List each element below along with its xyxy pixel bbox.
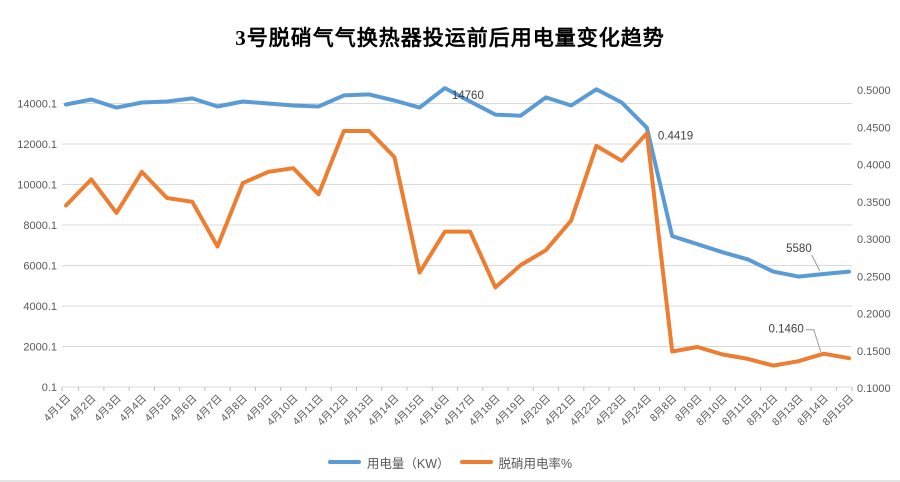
data-label: 0.1460 (769, 324, 804, 336)
x-axis-category-label: 4月4日 (117, 393, 149, 425)
left-axis-tick-label: 8000.1 (23, 220, 57, 232)
x-axis-labels: 4月1日4月2日4月3日4月4日4月5日4月6日4月7日4月8日4月9日4月10… (42, 393, 857, 429)
left-axis-tick-label: 10000.1 (17, 180, 57, 192)
left-axis: 14000.1 12000.1 10000.1 8000.1 6000.1 4000.1 2… (17, 99, 57, 395)
power-series-swatch-icon (327, 460, 361, 464)
left-axis-tick-label: 12000.1 (17, 139, 57, 151)
legend-item-power[interactable]: 用电量（KW） (327, 453, 450, 472)
x-axis-category-label: 4月8日 (218, 393, 250, 425)
data-label: 0.4419 (658, 130, 693, 142)
annotation-leader-line (811, 254, 821, 272)
left-axis-tick-label: 0.1 (42, 382, 57, 394)
left-axis-tick-label: 14000.1 (17, 99, 57, 111)
right-axis: 0.5000 0.4500 0.4000 0.3500 0.3000 0.2500 0.20… (857, 85, 891, 395)
data-label: 5580 (786, 243, 812, 255)
data-label: 14760 (452, 90, 484, 102)
x-axis-category-label: 4月3日 (92, 393, 124, 425)
x-axis-category-label: 4月2日 (67, 393, 99, 425)
right-axis-tick-label: 0.3500 (857, 197, 891, 209)
annotation-leader-line (805, 329, 822, 352)
right-axis-tick-label: 0.3000 (857, 234, 891, 246)
x-axis-category-label: 8月8日 (648, 393, 680, 425)
chart-title: 3号脱硝气气换热器投运前后用电量变化趋势 (235, 26, 665, 50)
left-axis-tick-label: 2000.1 (23, 342, 57, 354)
left-axis-tick-label: 4000.1 (23, 301, 57, 313)
rate-series-swatch-icon (459, 460, 493, 464)
x-axis (61, 386, 853, 391)
right-axis-tick-label: 0.1500 (857, 346, 891, 358)
gridlines (62, 103, 852, 388)
window-bottom-edge (0, 480, 900, 482)
legend-label-power: 用电量（KW） (366, 456, 450, 471)
x-axis-category-label: 4月7日 (193, 393, 225, 425)
left-axis-tick-label: 6000.1 (23, 261, 57, 273)
series-line-rate[interactable] (64, 129, 851, 368)
legend-item-rate[interactable]: 脱硝用电率% (459, 453, 573, 472)
right-axis-tick-label: 0.4500 (857, 122, 891, 134)
x-axis-category-label: 4月6日 (168, 393, 200, 425)
x-axis-category-label: 4月1日 (42, 393, 74, 425)
x-axis-category-label: 4月5日 (143, 393, 175, 425)
right-axis-tick-label: 0.2500 (857, 271, 891, 283)
chart-legend: 用电量（KW） 脱硝用电率% (0, 451, 900, 473)
annotations: 14760 0.4419 5580 0.1460 (452, 90, 822, 352)
right-axis-tick-label: 0.4000 (857, 160, 891, 172)
series-line-power[interactable] (64, 86, 851, 279)
right-axis-tick-label: 0.5000 (857, 85, 891, 97)
right-axis-tick-label: 0.2000 (857, 309, 891, 321)
legend-label-rate: 脱硝用电率% (498, 456, 573, 471)
right-axis-tick-label: 0.1000 (857, 383, 891, 395)
